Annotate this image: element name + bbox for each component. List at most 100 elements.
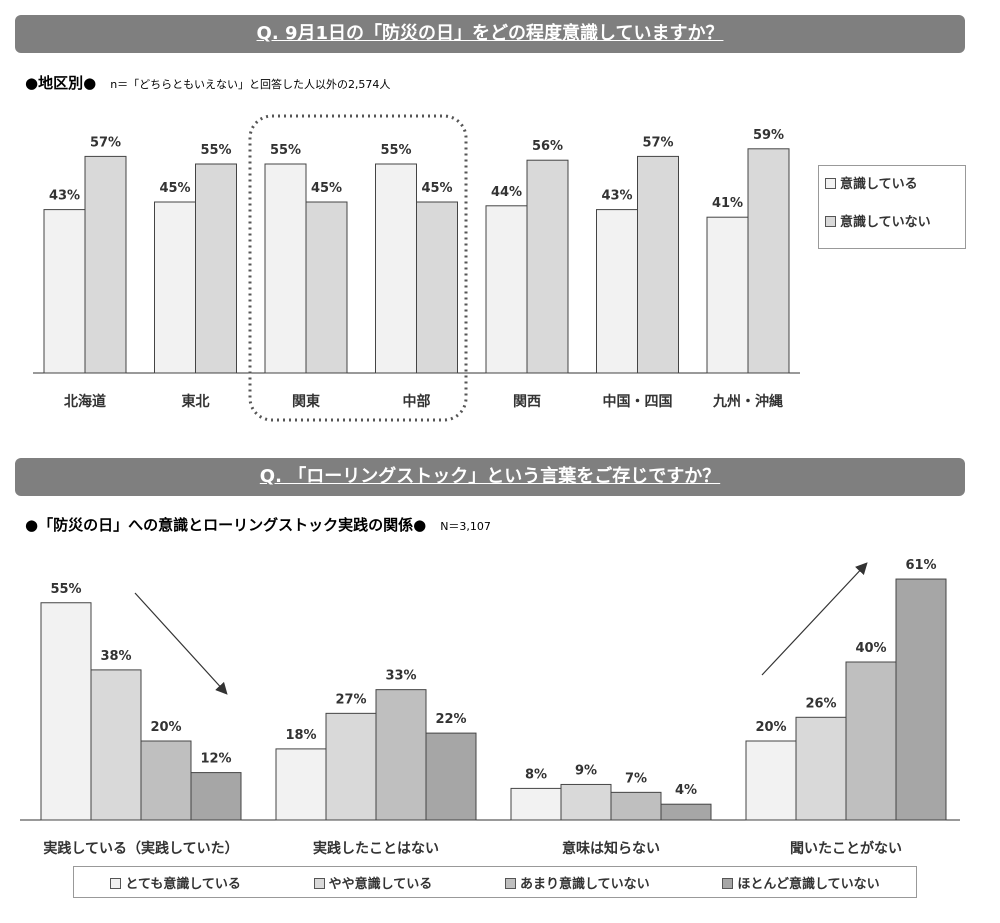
question-header-2: Q. 「ローリングストック」という言葉をご存じですか？: [15, 458, 965, 496]
subtitle-2-note: N＝3,107: [440, 520, 491, 533]
data-label: 45%: [421, 181, 452, 196]
data-label: 55%: [200, 143, 231, 158]
legend-swatch: [505, 877, 517, 889]
legend-swatch: [313, 877, 325, 889]
data-label: 40%: [855, 641, 886, 656]
data-label: 59%: [753, 128, 784, 143]
legend-label: ほとんど意識していない: [737, 876, 880, 892]
data-label: 4%: [675, 783, 697, 798]
category-label: 中部: [403, 393, 431, 410]
legend-item: あまり意識していない: [505, 873, 650, 892]
legend-item: 意識している: [825, 166, 965, 204]
trend-arrow-up: [761, 562, 868, 676]
category-label: 実践している（実践していた）: [43, 840, 238, 857]
data-label: 57%: [642, 135, 673, 150]
data-label: 45%: [159, 181, 190, 196]
data-label: 20%: [755, 720, 786, 735]
category-label: 関西: [513, 394, 541, 410]
data-label: 45%: [311, 181, 342, 196]
bar-0-6-0: [706, 216, 749, 374]
category-label: 中国・四国: [603, 393, 673, 410]
data-label: 20%: [150, 720, 181, 735]
legend-item: ほとんど意識していない: [722, 873, 880, 892]
bar-1-0-1: [90, 669, 142, 821]
bar-0-4-0: [485, 205, 528, 374]
legend-2: とても意識している やや意識している あまり意識していない ほとんど意識していない: [73, 866, 917, 898]
bar-1-1-1: [325, 712, 377, 821]
legend-item: とても意識している: [110, 873, 241, 892]
bar-1-1-3: [425, 732, 477, 821]
legend-swatch: [110, 877, 122, 889]
data-label: 33%: [385, 669, 416, 684]
bar-0-0-0: [43, 209, 86, 374]
data-label: 9%: [575, 763, 597, 778]
bar-1-0-2: [140, 740, 192, 821]
legend-label: やや意識している: [328, 876, 433, 892]
legend-label: あまり意識していない: [520, 876, 650, 892]
data-label: 12%: [200, 752, 231, 767]
bar-0-4-1: [526, 159, 569, 374]
data-label: 43%: [49, 189, 80, 204]
data-label: 27%: [335, 692, 366, 707]
subtitle-1-title: ●地区別●: [25, 74, 97, 92]
legend-item: やや意識している: [313, 873, 433, 892]
category-label: 東北: [182, 393, 210, 410]
bar-1-0-0: [40, 602, 92, 821]
bar-0-2-0: [264, 163, 307, 374]
data-label: 55%: [270, 143, 301, 158]
bar-1-3-2: [845, 661, 897, 821]
legend-swatch: [825, 178, 836, 189]
legend-swatch: [825, 216, 836, 227]
bar-1-3-1: [795, 716, 847, 821]
bar-1-2-3: [660, 803, 712, 821]
data-label: 61%: [905, 558, 936, 573]
bar-1-1-0: [275, 748, 327, 821]
question-header-1: Q. 9月1日の「防災の日」をどの程度意識していますか？: [15, 15, 965, 53]
legend-label: とても意識している: [125, 876, 241, 892]
category-label: 実践したことはない: [313, 840, 439, 857]
category-label: 関東: [292, 393, 320, 410]
data-label: 57%: [90, 135, 121, 150]
bar-0-1-1: [195, 163, 237, 374]
legend-swatch: [722, 877, 734, 889]
category-label: 北海道: [64, 393, 106, 410]
data-label: 18%: [285, 728, 316, 743]
legend-label: 意識していない: [840, 215, 931, 230]
bar-1-2-0: [510, 787, 562, 821]
trend-arrow-down: [134, 592, 228, 695]
data-label: 55%: [380, 143, 411, 158]
highlight-box: [248, 114, 468, 422]
bar-1-2-1: [560, 783, 612, 821]
data-label: 7%: [625, 771, 647, 786]
legend-1: 意識している 意識していない: [818, 165, 966, 249]
bar-0-3-0: [375, 163, 417, 374]
data-label: 44%: [491, 185, 522, 200]
data-label: 55%: [50, 582, 81, 597]
bar-1-3-3: [895, 578, 947, 821]
bar-0-0-1: [84, 155, 127, 374]
bar-1-1-2: [375, 689, 427, 821]
category-label: 聞いたことがない: [790, 840, 902, 857]
subtitle-2-title: ●「防災の日」への意識とローリングストック実践の関係●: [25, 516, 427, 534]
category-label: 九州・沖縄: [712, 393, 783, 410]
bar-1-0-3: [190, 772, 242, 821]
bar-0-2-1: [305, 201, 348, 374]
subtitle-1: ●地区別● n＝「どちらともいえない」と回答した人以外の2,574人: [25, 72, 390, 93]
subtitle-2: ●「防災の日」への意識とローリングストック実践の関係● N＝3,107: [25, 514, 491, 535]
bar-1-2-2: [610, 791, 662, 821]
data-label: 56%: [532, 139, 563, 154]
legend-item: 意識していない: [825, 204, 965, 242]
bar-0-3-1: [416, 201, 458, 374]
bar-0-5-1: [637, 155, 679, 374]
data-label: 41%: [712, 196, 743, 211]
data-label: 22%: [435, 712, 466, 727]
bar-0-1-0: [154, 201, 196, 374]
data-label: 26%: [805, 696, 836, 711]
data-label: 38%: [100, 649, 131, 664]
bar-0-5-0: [596, 209, 638, 374]
bar-0-6-1: [747, 148, 790, 374]
category-label: 意味は知らない: [562, 840, 660, 857]
bar-1-3-0: [745, 740, 797, 821]
legend-label: 意識している: [840, 177, 918, 192]
